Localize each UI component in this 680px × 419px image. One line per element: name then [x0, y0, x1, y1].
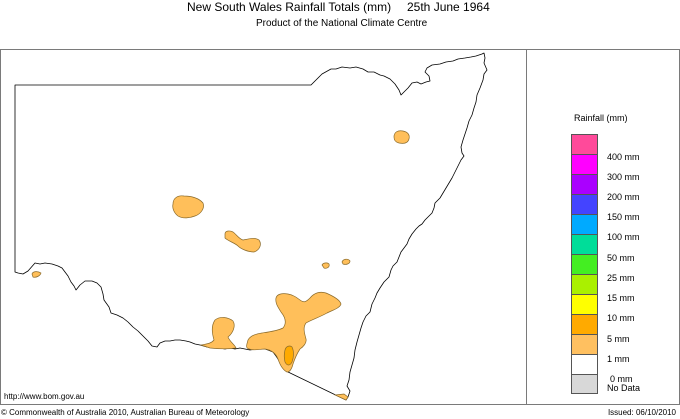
- legend-swatch-1mm: [571, 334, 598, 354]
- legend-swatch-50mm: [571, 234, 598, 254]
- legend-label-200mm: 200 mm: [607, 192, 640, 202]
- legend-swatch-no-data: [571, 374, 598, 394]
- legend-title: Rainfall (mm): [574, 113, 628, 123]
- rain-area-north-east: [393, 130, 410, 144]
- legend-swatch-150mm: [571, 194, 598, 214]
- legend-label-50mm: 50 mm: [607, 253, 635, 263]
- legend-swatch-5mm: [571, 314, 598, 334]
- legend-label-15mm: 15 mm: [607, 293, 635, 303]
- bom-url-link[interactable]: http://www.bom.gov.au: [4, 392, 85, 401]
- nsw-rainfall-map: [14, 52, 488, 401]
- legend-swatch-300mm: [571, 154, 598, 174]
- rain-area-far-west: [31, 271, 42, 278]
- rain-area-southern-west: [199, 317, 237, 350]
- rain-area-alpine-5-10mm: [283, 345, 294, 366]
- rain-area-southern-tablelands: [246, 291, 342, 373]
- legend-label-100mm: 100 mm: [607, 232, 640, 242]
- rain-area-south-coast: [333, 393, 349, 401]
- legend-label-150mm: 150 mm: [607, 212, 640, 222]
- legend-swatch-400mm: [571, 134, 598, 154]
- legend-swatch-15mm: [571, 274, 598, 294]
- rainfall-legend: [571, 134, 599, 394]
- rain-area-riverina-small-a: [321, 262, 330, 269]
- map-subtitle: Product of the National Climate Centre: [256, 18, 428, 29]
- legend-swatch-200mm: [571, 174, 598, 194]
- legend-divider: [526, 49, 527, 404]
- nsw-state-outline: [14, 52, 488, 401]
- issued-date: Issued: 06/10/2010: [607, 408, 676, 417]
- map-title: New South Wales Rainfall Totals (mm): [187, 0, 392, 14]
- legend-label-10mm: 10 mm: [607, 313, 635, 323]
- rain-area-riverina-small-b: [341, 258, 351, 265]
- legend-swatch-100mm: [571, 214, 598, 234]
- legend-label-5mm: 5 mm: [607, 334, 630, 344]
- legend-label-400mm: 400 mm: [607, 152, 640, 162]
- map-date: 25th June 1964: [407, 0, 490, 14]
- legend-swatch-0mm: [571, 354, 598, 374]
- legend-label-no-data: No Data: [607, 383, 641, 393]
- legend-label-1mm: 1 mm: [607, 354, 630, 364]
- legend-label-25mm: 25 mm: [607, 273, 635, 283]
- rain-area-central-west-a: [172, 195, 204, 219]
- legend-label-300mm: 300 mm: [607, 172, 640, 182]
- rain-area-central-west-b: [224, 230, 261, 253]
- legend-swatch-25mm: [571, 254, 598, 274]
- legend-label-0mm: 0 mm: [610, 374, 633, 384]
- copyright-notice: © Commonwealth of Australia 2010, Austra…: [1, 408, 250, 417]
- legend-swatch-10mm: [571, 294, 598, 314]
